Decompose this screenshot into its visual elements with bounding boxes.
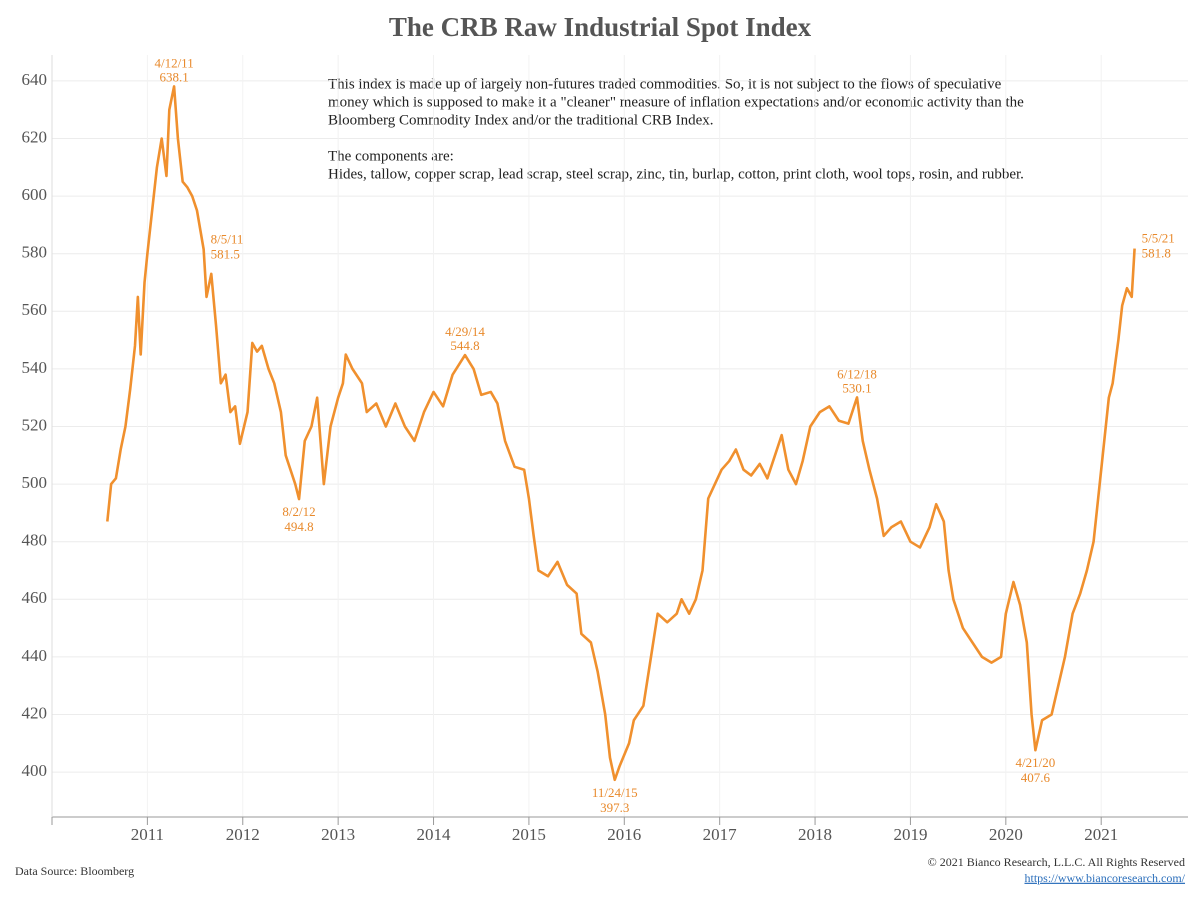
annotation-date: 4/12/11 (154, 55, 193, 70)
data-line (106, 85, 1136, 782)
y-tick-label: 520 (22, 415, 48, 434)
description-line: money which is supposed to make it a "cl… (328, 94, 1024, 110)
x-tick-label: 2020 (989, 825, 1023, 844)
annotation-value: 397.3 (600, 800, 629, 815)
annotation-value: 494.8 (284, 519, 313, 534)
y-tick-label: 540 (22, 358, 48, 377)
y-tick-label: 600 (22, 185, 48, 204)
y-tick-label: 460 (22, 588, 48, 607)
annotation-date: 4/29/14 (445, 324, 485, 339)
annotation-date: 5/5/21 (1142, 231, 1175, 246)
website-link[interactable]: https://www.biancoresearch.com/ (1024, 871, 1185, 885)
annotation-date: 4/21/20 (1016, 755, 1056, 770)
website-link-text[interactable]: https://www.biancoresearch.com/ (1024, 871, 1185, 885)
y-tick-label: 580 (22, 243, 48, 262)
annotation-value: 581.8 (1142, 246, 1171, 261)
annotation-value: 581.5 (211, 246, 240, 261)
copyright: © 2021 Bianco Research, L.L.C. All Right… (928, 855, 1185, 869)
annotation-value: 407.6 (1021, 770, 1051, 785)
annotation-value: 638.1 (159, 69, 188, 84)
x-tick-label: 2015 (512, 825, 546, 844)
description-line: The components are: (328, 148, 454, 164)
data-source: Data Source: Bloomberg (15, 864, 134, 878)
y-tick-label: 400 (22, 761, 48, 780)
x-tick-label: 2012 (226, 825, 260, 844)
annotation-date: 11/24/15 (592, 785, 638, 800)
y-tick-label: 620 (22, 127, 48, 146)
description: This index is made up of largely non-fut… (328, 76, 1024, 182)
y-tick-label: 480 (22, 531, 48, 550)
y-tick-label: 420 (22, 703, 48, 722)
y-tick-label: 640 (22, 70, 48, 89)
x-tick-label: 2014 (417, 825, 452, 844)
x-tick-label: 2017 (703, 825, 738, 844)
y-tick-label: 560 (22, 300, 48, 319)
chart-title: The CRB Raw Industrial Spot Index (389, 12, 812, 42)
x-tick-label: 2018 (798, 825, 832, 844)
x-tick-label: 2019 (893, 825, 927, 844)
y-tick-label: 500 (22, 473, 48, 492)
description-line: Bloomberg Commodity Index and/or the tra… (328, 112, 714, 128)
x-tick-label: 2013 (321, 825, 355, 844)
annotation-value: 544.8 (450, 338, 479, 353)
description-line: This index is made up of largely non-fut… (328, 76, 1002, 92)
x-tick-label: 2021 (1084, 825, 1118, 844)
y-tick-label: 440 (22, 646, 48, 665)
x-tick-label: 2011 (131, 825, 164, 844)
annotation-value: 530.1 (842, 380, 871, 395)
annotation-date: 6/12/18 (837, 366, 877, 381)
x-tick-label: 2016 (607, 825, 641, 844)
annotation-date: 8/5/11 (211, 231, 244, 246)
description-line: Hides, tallow, copper scrap, lead scrap,… (328, 166, 1024, 182)
annotation-date: 8/2/12 (282, 504, 315, 519)
